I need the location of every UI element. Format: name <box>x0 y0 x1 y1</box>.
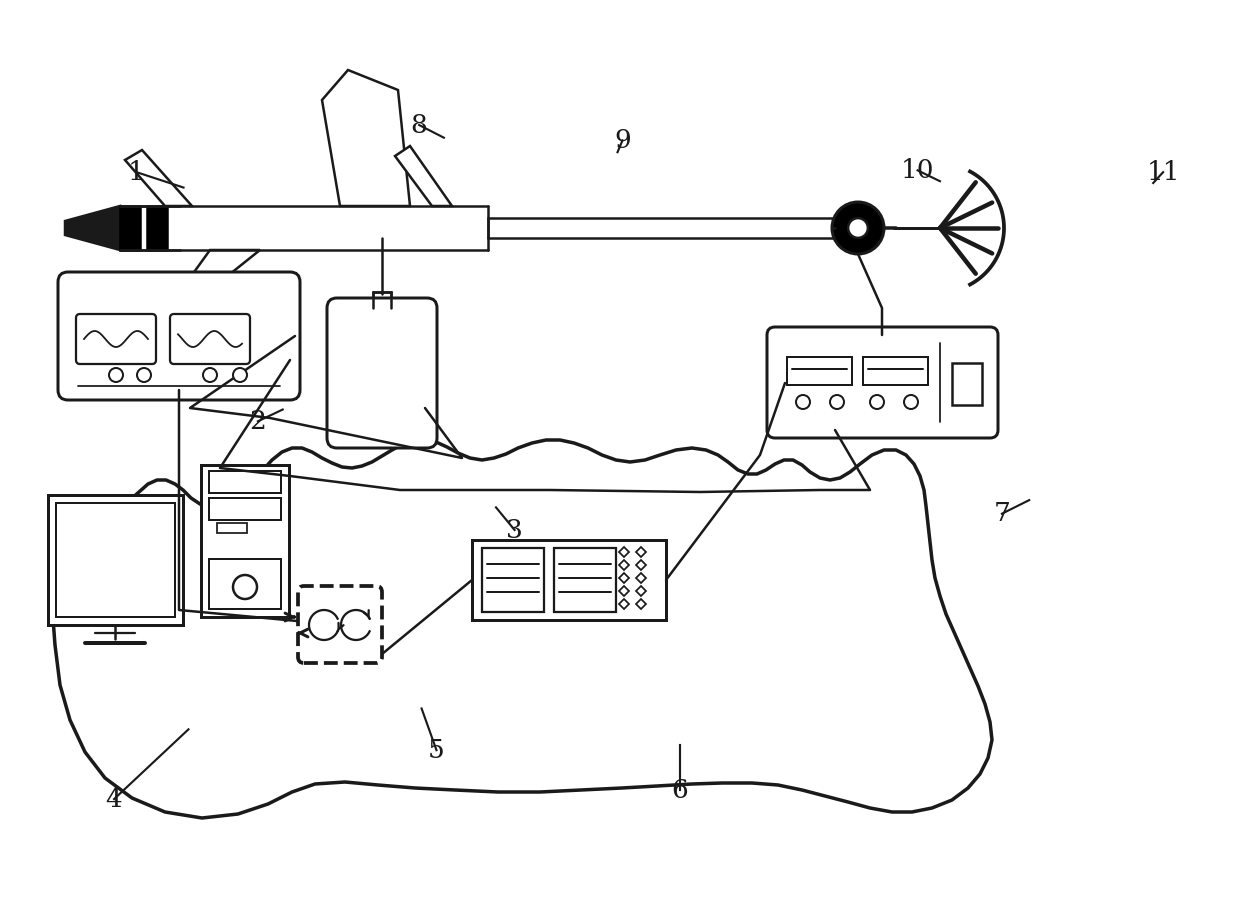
Text: 10: 10 <box>900 158 935 183</box>
Bar <box>952 363 982 405</box>
Circle shape <box>904 395 918 409</box>
Polygon shape <box>619 560 629 570</box>
Polygon shape <box>619 599 629 609</box>
Text: 4: 4 <box>105 786 123 812</box>
Polygon shape <box>636 573 646 583</box>
Text: 7: 7 <box>993 501 1011 526</box>
Polygon shape <box>636 547 646 557</box>
Polygon shape <box>636 586 646 596</box>
Text: 11: 11 <box>1146 159 1180 185</box>
Bar <box>217 523 247 533</box>
Circle shape <box>848 218 868 238</box>
Text: 9: 9 <box>614 128 631 153</box>
Circle shape <box>233 575 257 599</box>
Text: 6: 6 <box>671 777 688 803</box>
Polygon shape <box>619 586 629 596</box>
Polygon shape <box>636 560 646 570</box>
Circle shape <box>830 395 844 409</box>
FancyBboxPatch shape <box>76 314 156 364</box>
Bar <box>56 503 175 617</box>
Text: 3: 3 <box>506 517 523 543</box>
FancyBboxPatch shape <box>768 327 998 438</box>
Circle shape <box>136 368 151 382</box>
Circle shape <box>796 395 810 409</box>
Text: 2: 2 <box>249 409 267 434</box>
Bar <box>554 548 616 612</box>
FancyBboxPatch shape <box>170 314 250 364</box>
Polygon shape <box>322 70 410 206</box>
Polygon shape <box>619 547 629 557</box>
Bar <box>210 498 281 520</box>
Bar <box>210 559 281 609</box>
Polygon shape <box>125 150 192 206</box>
Bar <box>373 292 391 308</box>
Bar <box>148 206 167 250</box>
Bar <box>48 495 184 625</box>
Bar <box>863 357 928 385</box>
Circle shape <box>233 368 247 382</box>
Text: 5: 5 <box>428 737 445 763</box>
Text: 1: 1 <box>128 159 145 185</box>
FancyBboxPatch shape <box>58 272 300 400</box>
Polygon shape <box>636 599 646 609</box>
FancyBboxPatch shape <box>298 586 382 663</box>
Polygon shape <box>396 146 453 206</box>
Bar <box>472 540 666 620</box>
Circle shape <box>109 368 123 382</box>
Circle shape <box>203 368 217 382</box>
Bar <box>210 471 281 493</box>
Text: 8: 8 <box>410 112 428 138</box>
Bar <box>120 206 140 250</box>
Bar <box>787 357 852 385</box>
Polygon shape <box>64 206 120 250</box>
Bar <box>482 548 544 612</box>
FancyBboxPatch shape <box>327 298 436 448</box>
Circle shape <box>870 395 884 409</box>
Circle shape <box>832 202 884 254</box>
Polygon shape <box>619 573 629 583</box>
Bar <box>201 465 289 617</box>
Polygon shape <box>148 250 260 336</box>
